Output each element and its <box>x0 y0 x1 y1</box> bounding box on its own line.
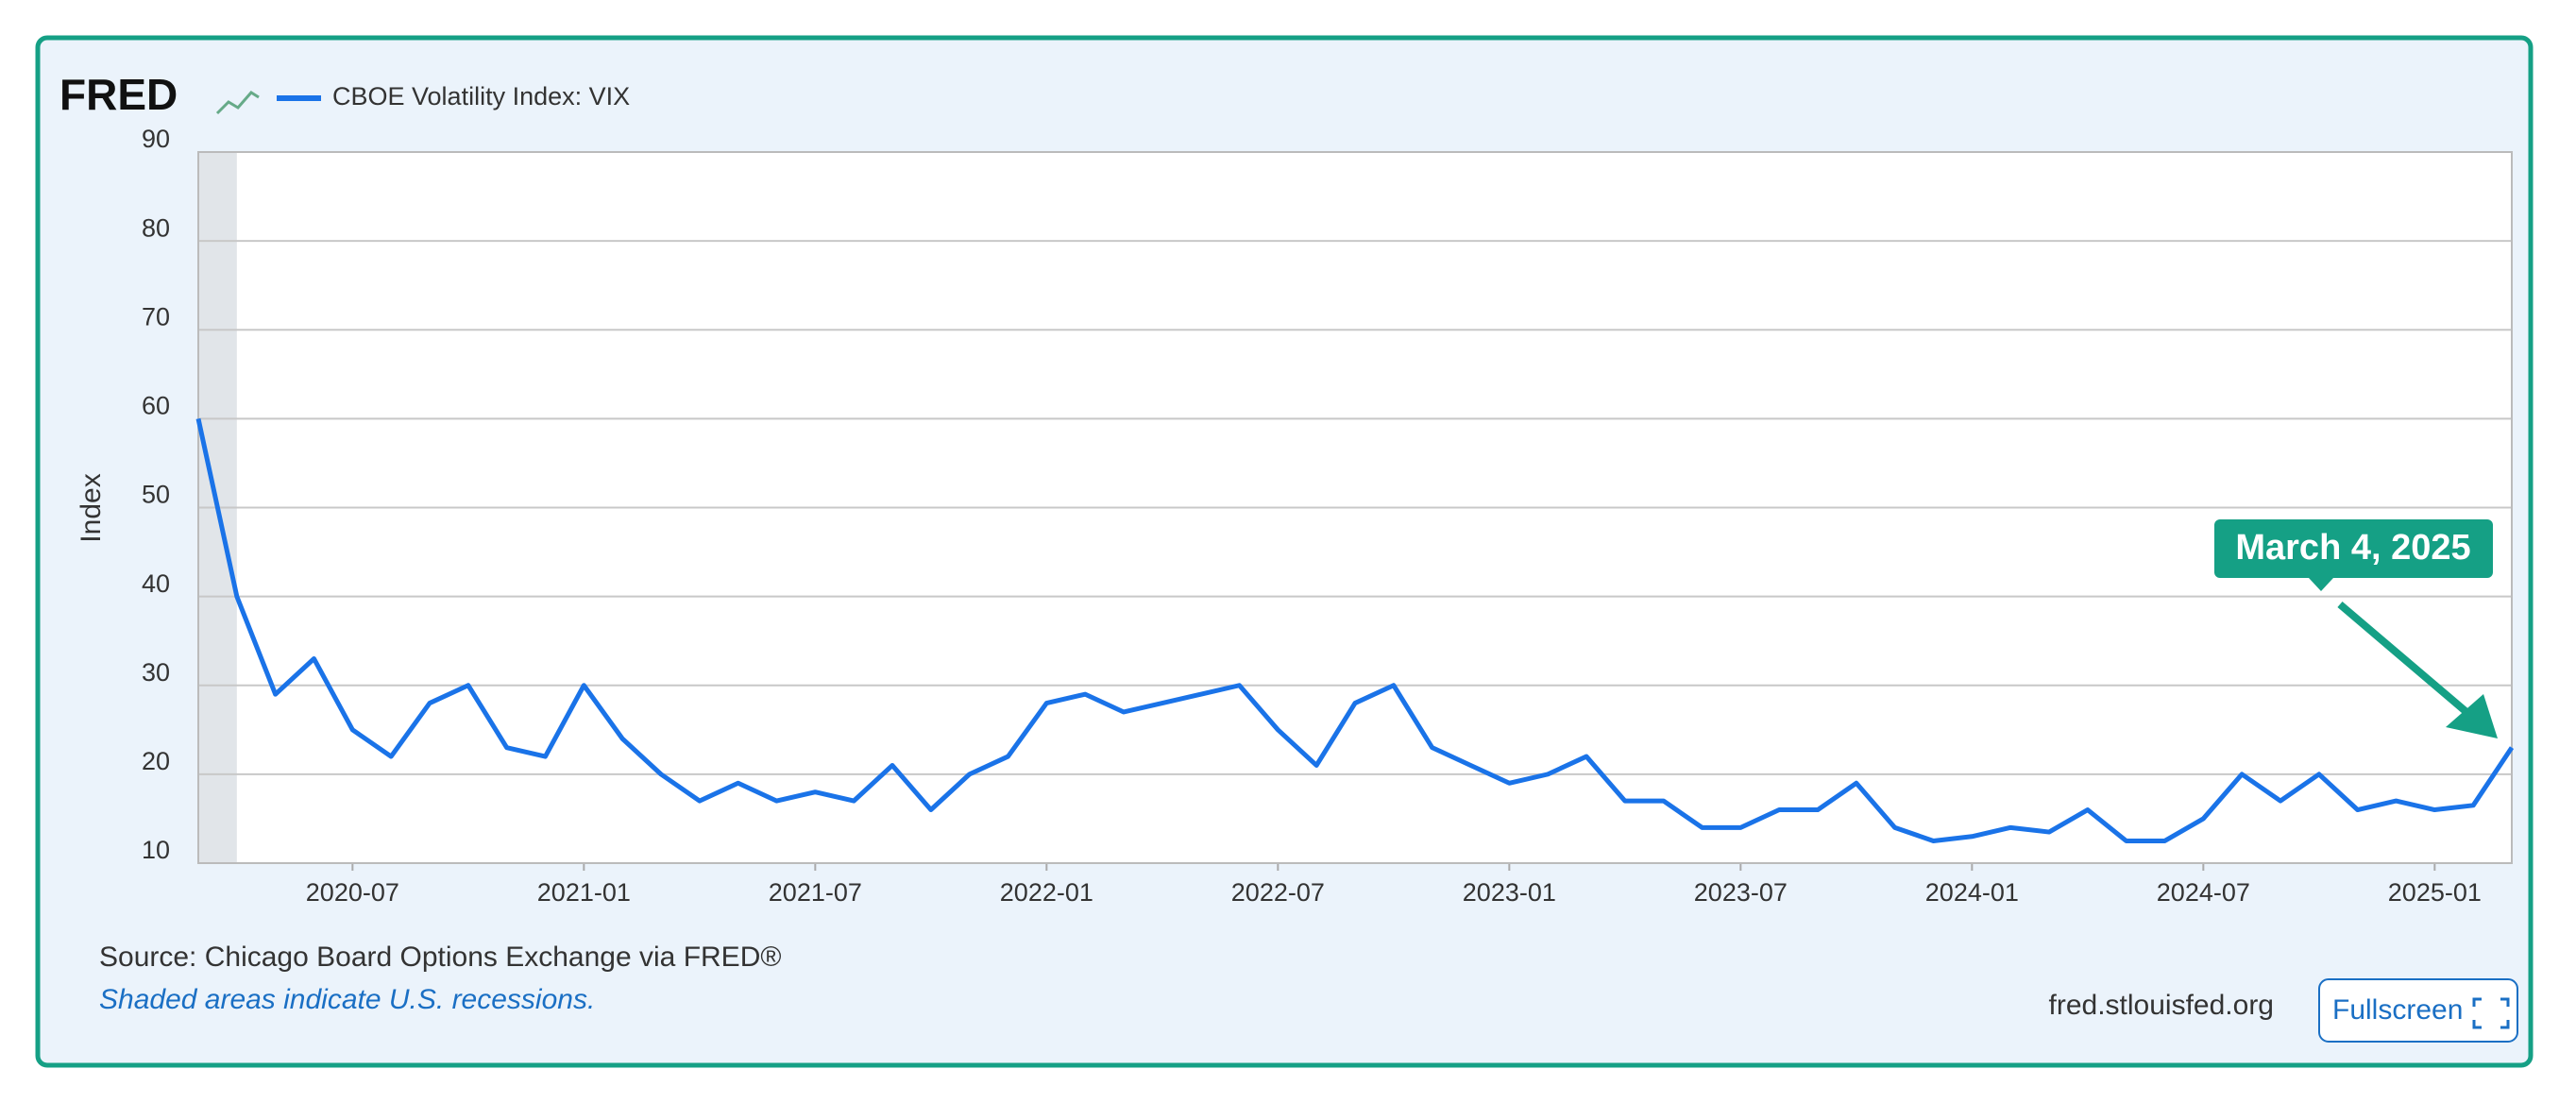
fullscreen-button[interactable] <box>2318 978 2518 1043</box>
logo-icon <box>215 91 260 115</box>
x-tick-label: 2022-07 <box>1231 878 1325 907</box>
recession-note: Shaded areas indicate U.S. recessions. <box>99 984 595 1015</box>
x-tick-label: 2023-01 <box>1463 878 1556 907</box>
x-tick-label: 2023-07 <box>1694 878 1788 907</box>
legend-label: CBOE Volatility Index: VIX <box>332 82 630 110</box>
x-tick-label: 2021-07 <box>769 878 862 907</box>
y-axis-label: Index <box>76 473 107 542</box>
y-tick-label: 40 <box>142 569 170 598</box>
y-tick-label: 50 <box>142 481 170 509</box>
x-tick-label: 2024-01 <box>1925 878 2019 907</box>
source: Source: Chicago Board Options Exchange v… <box>99 942 781 973</box>
plot-border <box>197 151 2513 864</box>
annotation-box <box>2214 519 2493 578</box>
site: fred.stlouisfed.org <box>2049 990 2274 1021</box>
x-tick-label: 2022-01 <box>1000 878 1093 907</box>
y-tick-label: 90 <box>142 125 170 153</box>
y-tick-label: 60 <box>142 392 170 420</box>
x-tick-label: 2025-01 <box>2388 878 2482 907</box>
annotation-arrow <box>2337 601 2482 726</box>
x-tick-label: 2024-07 <box>2157 878 2250 907</box>
y-tick-label: 30 <box>142 658 170 687</box>
fullscreen-label[interactable]: Fullscreen <box>2332 994 2463 1026</box>
y-tick-label: 20 <box>142 747 170 775</box>
y-tick-label: 10 <box>142 836 170 864</box>
x-tick-label: 2020-07 <box>306 878 399 907</box>
annotation-pointer <box>2309 578 2333 591</box>
fullscreen-icon[interactable] <box>2472 997 2510 1029</box>
annotation: March 4, 2025 <box>2235 528 2470 568</box>
y-tick-label: 80 <box>142 213 170 242</box>
y-tick-label: 70 <box>142 302 170 331</box>
series-line <box>195 417 2515 843</box>
annotation-arrowhead <box>2446 694 2498 738</box>
x-tick-label: 2021-01 <box>537 878 631 907</box>
logo: FRED <box>59 70 178 119</box>
